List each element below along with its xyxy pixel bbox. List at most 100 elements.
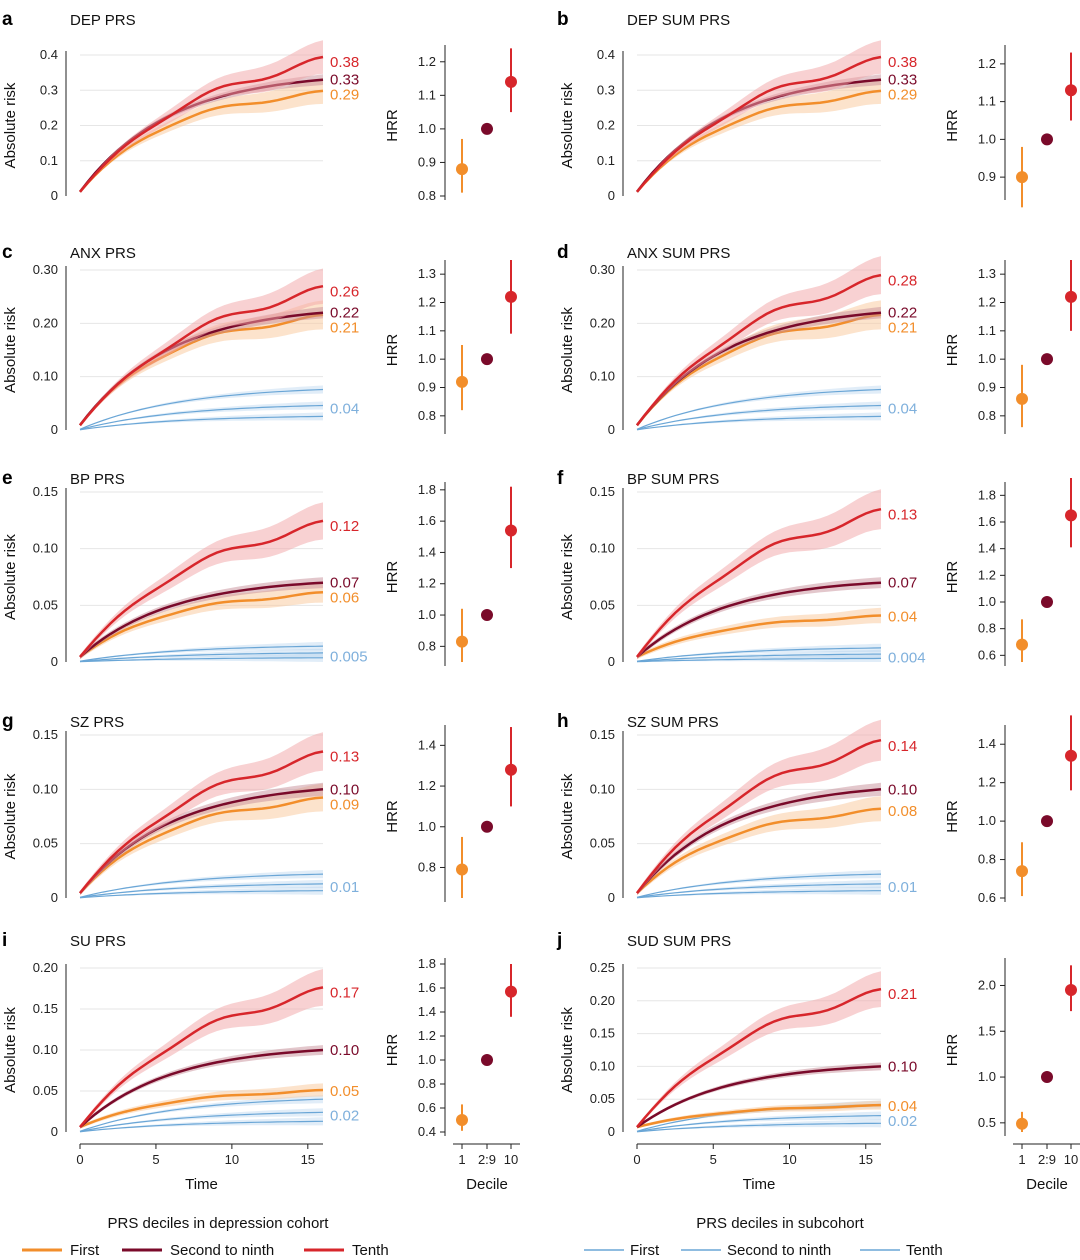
sub-curve [79,1111,324,1133]
y-axis-label: Absolute risk [2,307,19,393]
y-tick-label: 0.20 [33,315,58,330]
y-tick-label: 0 [608,654,615,669]
hrr-y-tick-label: 0.9 [978,169,996,184]
y-tick-label: 0.30 [590,262,615,277]
tenth-curve [79,986,324,1128]
tenth-ci-band [637,719,881,896]
sub-ci-band [637,385,881,430]
y-tick-label: 0.1 [40,153,58,168]
mid-end-label: 0.33 [330,72,359,89]
panel-b: b DEP SUM PRS 0 0.1 0.2 0.3 0.4 Absolute risk 0.… [557,9,1077,208]
first-end-label: 0.29 [888,87,917,104]
mid-ci-band [637,306,881,427]
first-ci-band [637,300,881,427]
panel-h: h SZ SUM PRS 0 0.05 0.10 0.15 Absolute risk 0.1… [557,711,1077,905]
y-tick-label: 0.3 [597,82,615,97]
tenth-ci-band [637,489,881,660]
panel-g: g SZ PRS 0 0.05 0.10 0.15 Absolute risk 0.13 0.1… [2,711,517,905]
sub-ci-band [80,1095,323,1132]
y-tick-label: 0.05 [33,836,58,851]
sub-curve [79,404,324,431]
hrr-y-tick-label: 0.9 [418,154,436,169]
legend-right-item: Tenth [906,1242,943,1259]
y-tick-label: 0.05 [33,597,58,612]
hrr-y-tick-label: 0.6 [418,1100,436,1115]
hrr-x-axis-label: Decile [466,1176,508,1193]
hrr-y-tick-label: 1.4 [418,1004,436,1019]
tenth-curve [636,55,882,193]
tenth-end-label: 0.17 [330,985,359,1002]
tenth-curve [79,284,324,426]
first-end-label: 0.05 [330,1083,359,1100]
sub-end-label: 0.04 [330,401,359,418]
panel-i: i SU PRS 0 0.05 0.10 0.15 0.20 Absolute risk 0.1… [2,930,520,1193]
x-tick-label: 10 [782,1152,796,1167]
hrr-y-tick-label: 1.0 [978,1069,996,1084]
hrr-y-tick-label: 1.8 [418,482,436,497]
sub-curve [636,883,882,899]
hrr-tenth-point [505,763,517,776]
mid-ci-band [80,306,323,427]
hrr-first-point [1016,865,1028,878]
hrr-mid-point [1041,596,1053,608]
hrr-y-tick-label: 1.0 [978,131,996,146]
hrr-x-tick-label: 2:9 [478,1152,496,1167]
hrr-mid-point [1041,815,1053,828]
sub-end-label: 0.02 [888,1113,917,1130]
hrr-y-tick-label: 1.4 [418,737,436,752]
hrr-y-tick-label: 1.2 [978,567,996,582]
panel-letter: i [2,930,7,951]
sub-ci-band [80,870,323,898]
sub-curve [79,883,324,899]
hrr-y-tick-label: 1.0 [418,607,436,622]
tenth-end-label: 0.26 [330,283,359,300]
hrr-y-tick-label: 0.8 [418,859,436,874]
y-tick-label: 0.10 [590,369,615,384]
sub-curve [79,388,324,430]
hrr-mid-point [481,1054,493,1066]
hrr-tenth-point [1065,984,1077,997]
hrr-x-tick-label: 1 [458,1152,465,1167]
panel-j: j SUD SUM PRS 0 0.05 0.10 0.15 0.20 0.25 Absolut… [556,930,1080,1193]
first-curve [636,89,882,193]
y-tick-label: 0.3 [40,82,58,97]
hrr-first-point [1016,638,1028,651]
first-ci-band [637,796,881,896]
hrr-y-tick-label: 1.2 [418,54,436,69]
panel-title: BP PRS [70,471,125,488]
y-tick-label: 0.15 [33,727,58,742]
mid-end-label: 0.33 [888,72,917,89]
mid-end-label: 0.22 [330,305,359,322]
panel-title: SZ SUM PRS [627,714,719,731]
mid-end-label: 0.07 [330,575,359,592]
y-tick-label: 0.1 [597,153,615,168]
x-axis-label: Time [185,1176,218,1193]
panel-letter: h [557,711,569,732]
panel-title: DEP SUM PRS [627,12,730,29]
y-tick-label: 0.15 [590,484,615,499]
y-axis-label: Absolute risk [2,773,19,859]
y-tick-label: 0 [51,1124,58,1139]
hrr-y-tick-label: 1.0 [978,351,996,366]
y-tick-label: 0.05 [590,597,615,612]
hrr-y-axis-label: HRR [384,334,401,367]
hrr-y-tick-label: 1.0 [418,1052,436,1067]
first-curve [636,614,882,659]
legend-right-item: First [630,1242,660,1259]
y-axis-label: Absolute risk [559,307,576,393]
y-tick-label: 0.4 [40,47,58,62]
hrr-y-tick-label: 0.8 [418,1076,436,1091]
hrr-y-axis-label: HRR [944,1034,961,1067]
hrr-y-tick-label: 1.0 [418,819,436,834]
y-tick-label: 0 [608,188,615,203]
hrr-y-tick-label: 1.4 [978,541,996,556]
y-tick-label: 0.20 [33,960,58,975]
y-tick-label: 0 [608,890,615,905]
x-tick-label: 0 [76,1152,83,1167]
sub-curve [636,657,882,663]
panel-title: BP SUM PRS [627,471,719,488]
sub-ci-band [80,401,323,430]
hrr-y-axis-label: HRR [384,1034,401,1067]
panel-title: SUD SUM PRS [627,933,731,950]
panel-letter: a [2,9,13,30]
